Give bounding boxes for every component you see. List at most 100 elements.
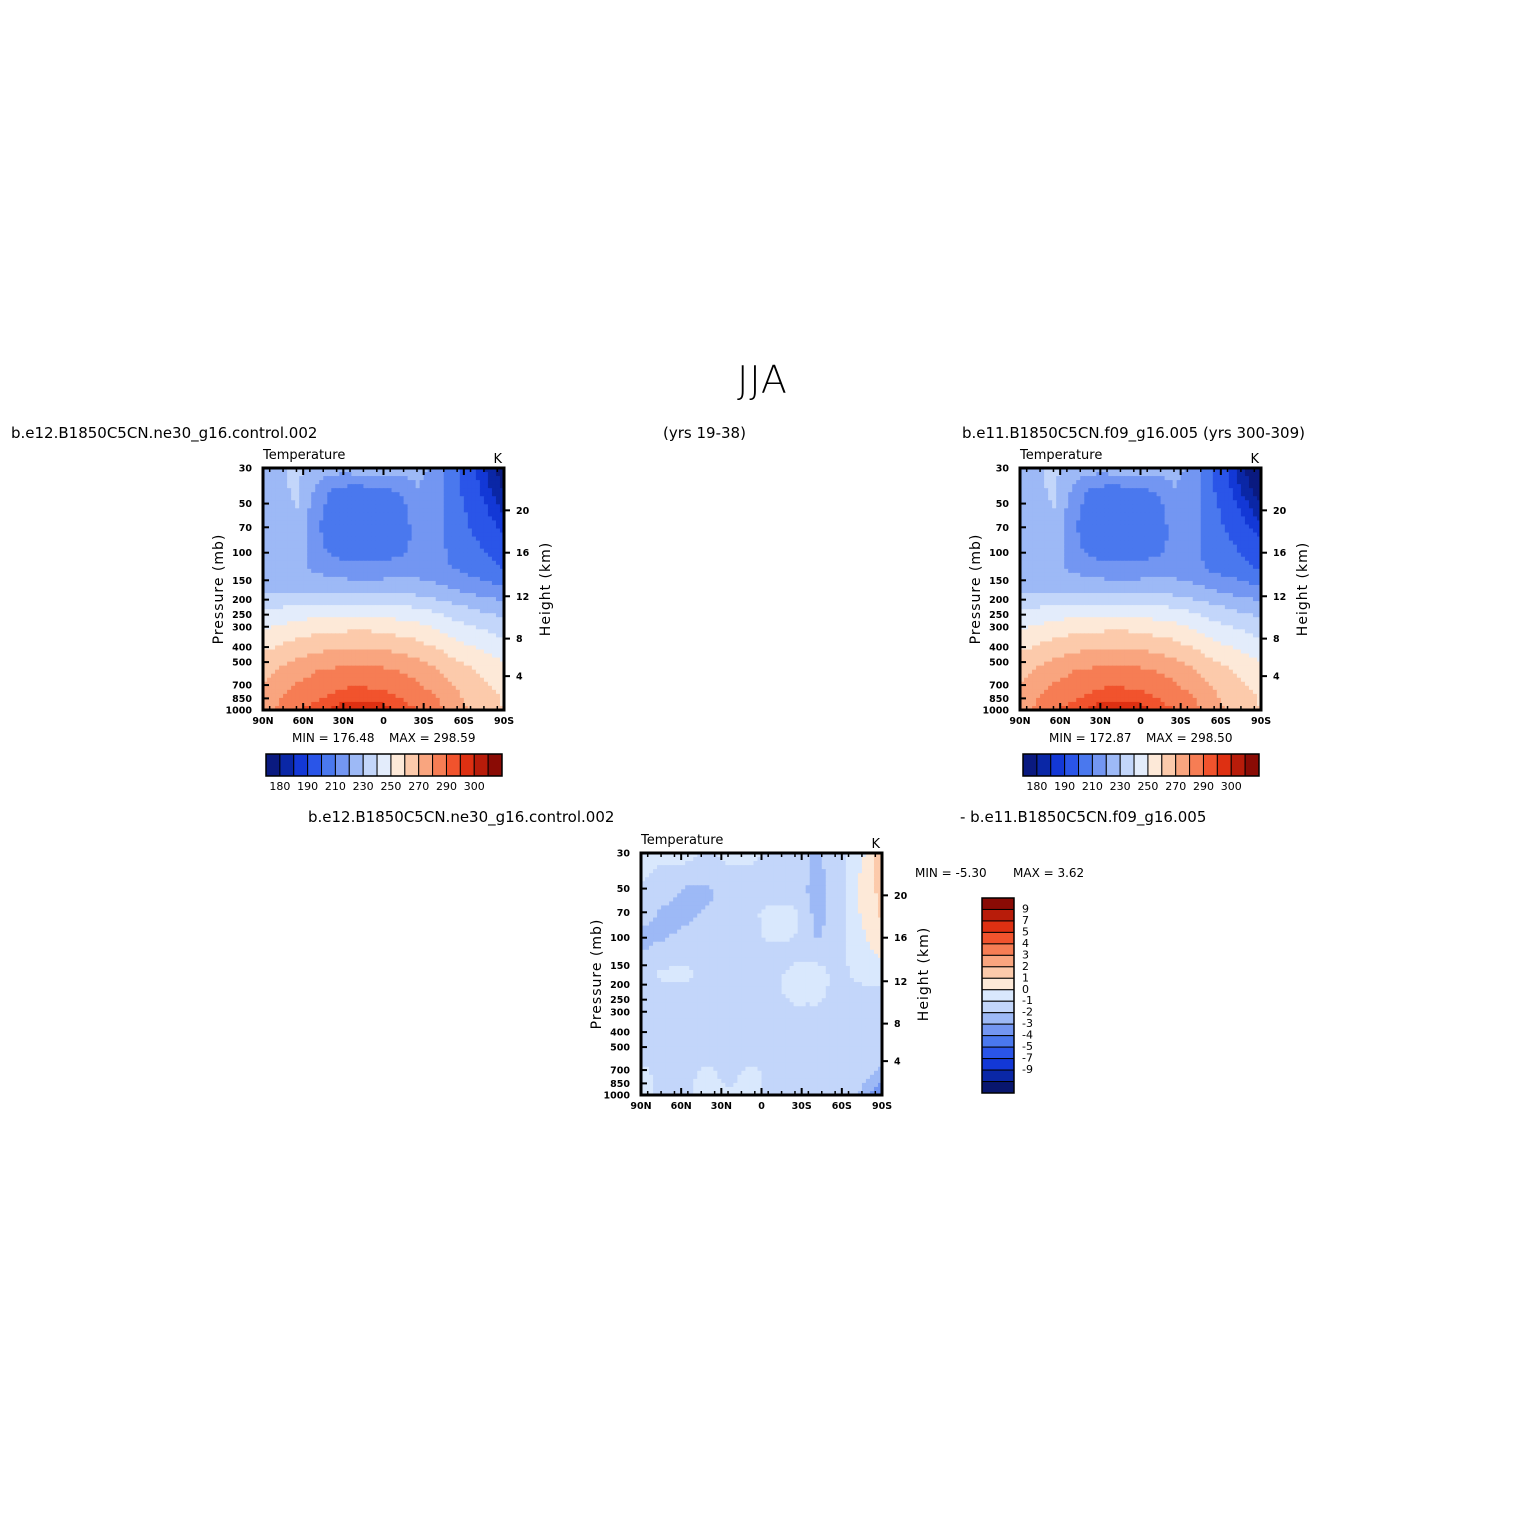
contour-cell [443, 625, 449, 630]
contour-cell [391, 621, 397, 626]
contour-cell [1028, 532, 1033, 538]
contour-cell [419, 625, 425, 630]
contour-cell [1056, 512, 1061, 517]
contour-cell [379, 701, 385, 707]
contour-cell [391, 697, 397, 703]
contour-cell [343, 641, 348, 647]
contour-cell [367, 552, 373, 558]
contour-cell [1020, 504, 1025, 509]
contour-cell [299, 500, 304, 505]
contour-cell [287, 685, 292, 691]
contour-cell [499, 645, 505, 651]
contour-cell [1244, 476, 1250, 481]
contour-cell [283, 500, 288, 505]
contour-cell [383, 544, 389, 550]
contour-cell [431, 621, 437, 626]
contour-cell [1132, 480, 1138, 485]
contour-cell [395, 556, 401, 562]
contour-cell [295, 597, 300, 602]
contour-cell [1064, 500, 1069, 505]
contour-cell [339, 597, 344, 602]
contour-cell [391, 576, 397, 582]
contour-cell [387, 605, 393, 610]
contour-cell [459, 524, 465, 530]
contour-cell [415, 504, 421, 509]
contour-cell [463, 669, 469, 675]
contour-cell [451, 552, 457, 558]
contour-cell [323, 488, 328, 493]
contour-cell [1104, 488, 1109, 493]
contour-cell [499, 625, 505, 630]
contour-cell [499, 552, 505, 558]
contour-cell [471, 617, 477, 622]
contour-cell [327, 677, 332, 683]
contour-cell [1244, 500, 1250, 505]
contour-cell [1140, 528, 1146, 534]
contour-cell [415, 580, 421, 586]
contour-cell [1064, 480, 1069, 485]
contour-cell [279, 536, 284, 542]
contour-cell [1124, 500, 1130, 505]
contour-cell [459, 693, 465, 699]
contour-cell [311, 661, 316, 667]
contour-cell [295, 653, 300, 659]
contour-cell [363, 540, 369, 546]
contour-cell [475, 524, 481, 530]
contour-cell [387, 584, 393, 590]
contour-cell [1104, 512, 1109, 517]
contour-cell [491, 609, 497, 614]
contour-cell [455, 653, 461, 659]
contour-cell [311, 681, 316, 687]
contour-cell [1172, 504, 1178, 509]
contour-cell [355, 584, 360, 590]
contour-cell [363, 641, 369, 647]
contour-cell [1148, 544, 1154, 550]
contour-cell [447, 564, 453, 570]
contour-cell [327, 564, 332, 570]
contour-cell [335, 556, 340, 562]
contour-cell [271, 580, 276, 586]
contour-cell [315, 645, 320, 651]
contour-cell [1052, 520, 1057, 526]
contour-cell [283, 677, 288, 683]
contour-cell [491, 601, 497, 606]
contour-cell [1084, 492, 1089, 497]
contour-cell [391, 673, 397, 679]
contour-cell [267, 601, 272, 606]
contour-cell [431, 540, 437, 546]
contour-cell [1100, 508, 1105, 513]
contour-cell [439, 661, 445, 667]
contour-cell [263, 657, 268, 663]
contour-cell [483, 645, 489, 651]
contour-cell [279, 697, 284, 703]
contour-cell [331, 576, 336, 582]
contour-cell [1176, 544, 1182, 550]
contour-cell [1156, 548, 1162, 554]
contour-cell [1180, 512, 1186, 517]
contour-cell [475, 601, 481, 606]
contour-cell [423, 685, 429, 691]
contour-cell [271, 693, 276, 699]
contour-cell [263, 705, 268, 711]
contour-cell [343, 625, 348, 630]
contour-cell [1192, 536, 1198, 542]
contour-cell [455, 589, 461, 594]
contour-cell [487, 605, 493, 610]
contour-cell [387, 568, 393, 574]
contour-cell [479, 681, 485, 687]
contour-cell [1188, 520, 1194, 526]
contour-cell [471, 472, 477, 477]
contour-cell [351, 544, 356, 550]
contour-cell [1248, 504, 1254, 509]
contour-cell [267, 508, 272, 513]
contour-cell [471, 625, 477, 630]
contour-cell [1244, 508, 1250, 513]
contour-cell [399, 540, 405, 546]
contour-cell [271, 556, 276, 562]
contour-cell [1124, 488, 1130, 493]
contour-cell [1060, 536, 1065, 542]
contour-cell [435, 665, 441, 671]
contour-cell [467, 540, 473, 546]
contour-cell [323, 677, 328, 683]
contour-cell [315, 589, 320, 594]
